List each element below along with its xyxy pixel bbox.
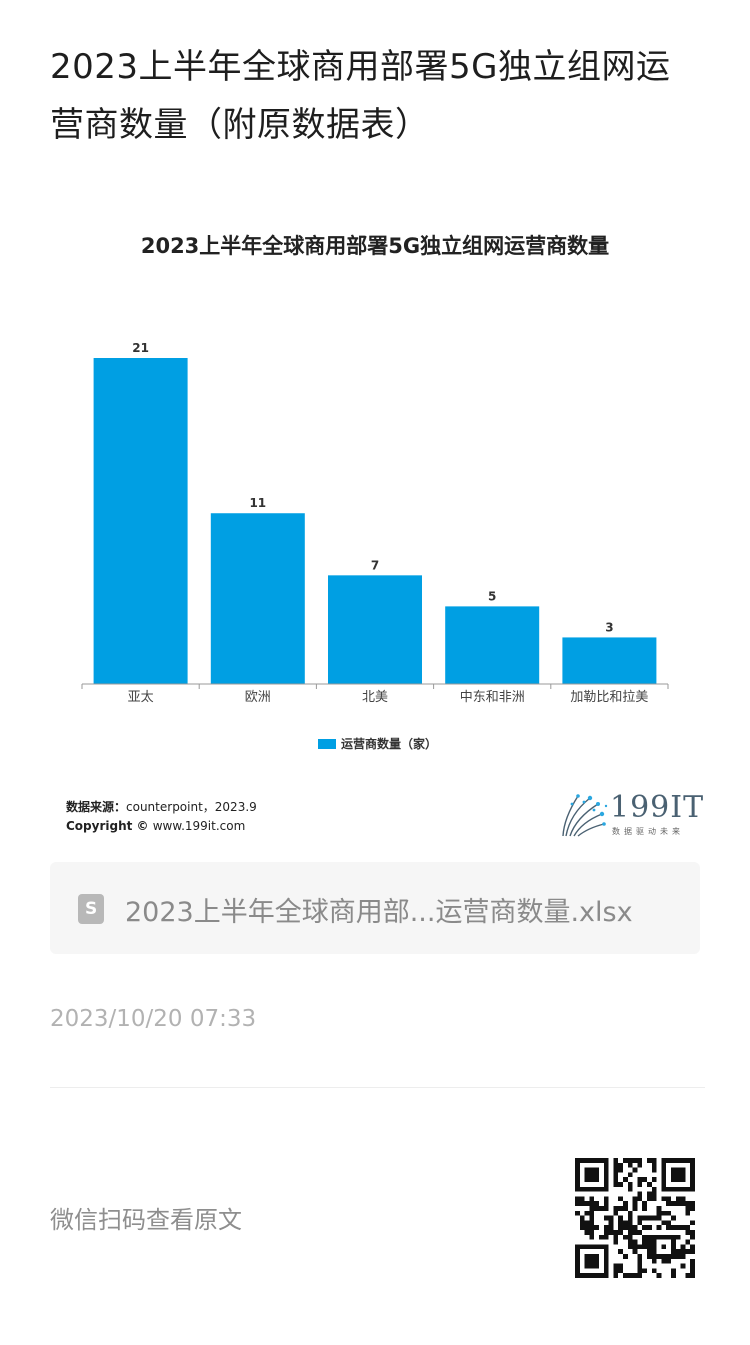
article-title: 2023上半年全球商用部署5G独立组网运营商数量（附原数据表） bbox=[50, 47, 671, 145]
attachment-card[interactable]: S 2023上半年全球商用部...运营商数量.xlsx bbox=[50, 862, 700, 954]
file-icon-letter: S bbox=[85, 899, 98, 919]
logo: 199IT 数据驱动未来 bbox=[560, 788, 703, 840]
data-label: 21 bbox=[132, 341, 149, 355]
qr-code-icon[interactable] bbox=[575, 1158, 695, 1278]
bar-chart: 2023上半年全球商用部署5G独立组网运营商数量 21 亚太 11 欧洲 7 北美 5 中东和非… bbox=[0, 210, 750, 850]
data-label: 11 bbox=[249, 496, 266, 510]
x-tick-label: 欧洲 bbox=[245, 690, 271, 705]
scan-to-view-text: 微信扫码查看原文 bbox=[50, 1206, 242, 1234]
copyright: Copyright © www.199it.com bbox=[66, 819, 245, 833]
logo-dots-icon bbox=[562, 794, 608, 837]
x-tick-label: 亚太 bbox=[128, 690, 154, 705]
x-tick-label: 北美 bbox=[362, 690, 388, 705]
attachment-file-name[interactable]: 2023上半年全球商用部...运营商数量.xlsx bbox=[125, 897, 633, 928]
bar bbox=[445, 606, 540, 684]
x-tick-label: 中东和非洲 bbox=[460, 690, 525, 705]
logo-text: 199IT bbox=[610, 790, 705, 825]
divider bbox=[50, 1087, 705, 1088]
chart-svg: 2023上半年全球商用部署5G独立组网运营商数量 21 亚太 11 欧洲 7 北美 5 中东和非… bbox=[81, 234, 669, 751]
data-source-value: counterpoint，2023.9 bbox=[126, 800, 257, 814]
qr-code-graphic bbox=[575, 1158, 695, 1278]
bar bbox=[328, 575, 422, 684]
legend-swatch bbox=[318, 739, 336, 749]
chart-title: 2023上半年全球商用部署5G独立组网运营商数量 bbox=[141, 234, 609, 258]
data-source: 数据来源：counterpoint，2023.9 bbox=[66, 798, 257, 815]
data-label: 5 bbox=[488, 589, 496, 603]
bar bbox=[562, 637, 657, 684]
logo-subtitle: 数据驱动未来 bbox=[612, 827, 684, 836]
legend-label: 运营商数量（家） bbox=[341, 736, 437, 751]
copyright-url: www.199it.com bbox=[152, 819, 246, 833]
data-label: 3 bbox=[605, 620, 613, 634]
x-tick-label: 加勒比和拉美 bbox=[570, 690, 648, 705]
data-label: 7 bbox=[371, 558, 379, 572]
bar bbox=[93, 358, 188, 684]
copyright-label: Copyright © bbox=[66, 819, 149, 833]
post-time: 2023/10/20 07:33 bbox=[50, 1006, 257, 1032]
data-source-label: 数据来源： bbox=[66, 800, 127, 814]
spreadsheet-file-icon: S bbox=[78, 894, 104, 924]
bar bbox=[210, 513, 305, 684]
